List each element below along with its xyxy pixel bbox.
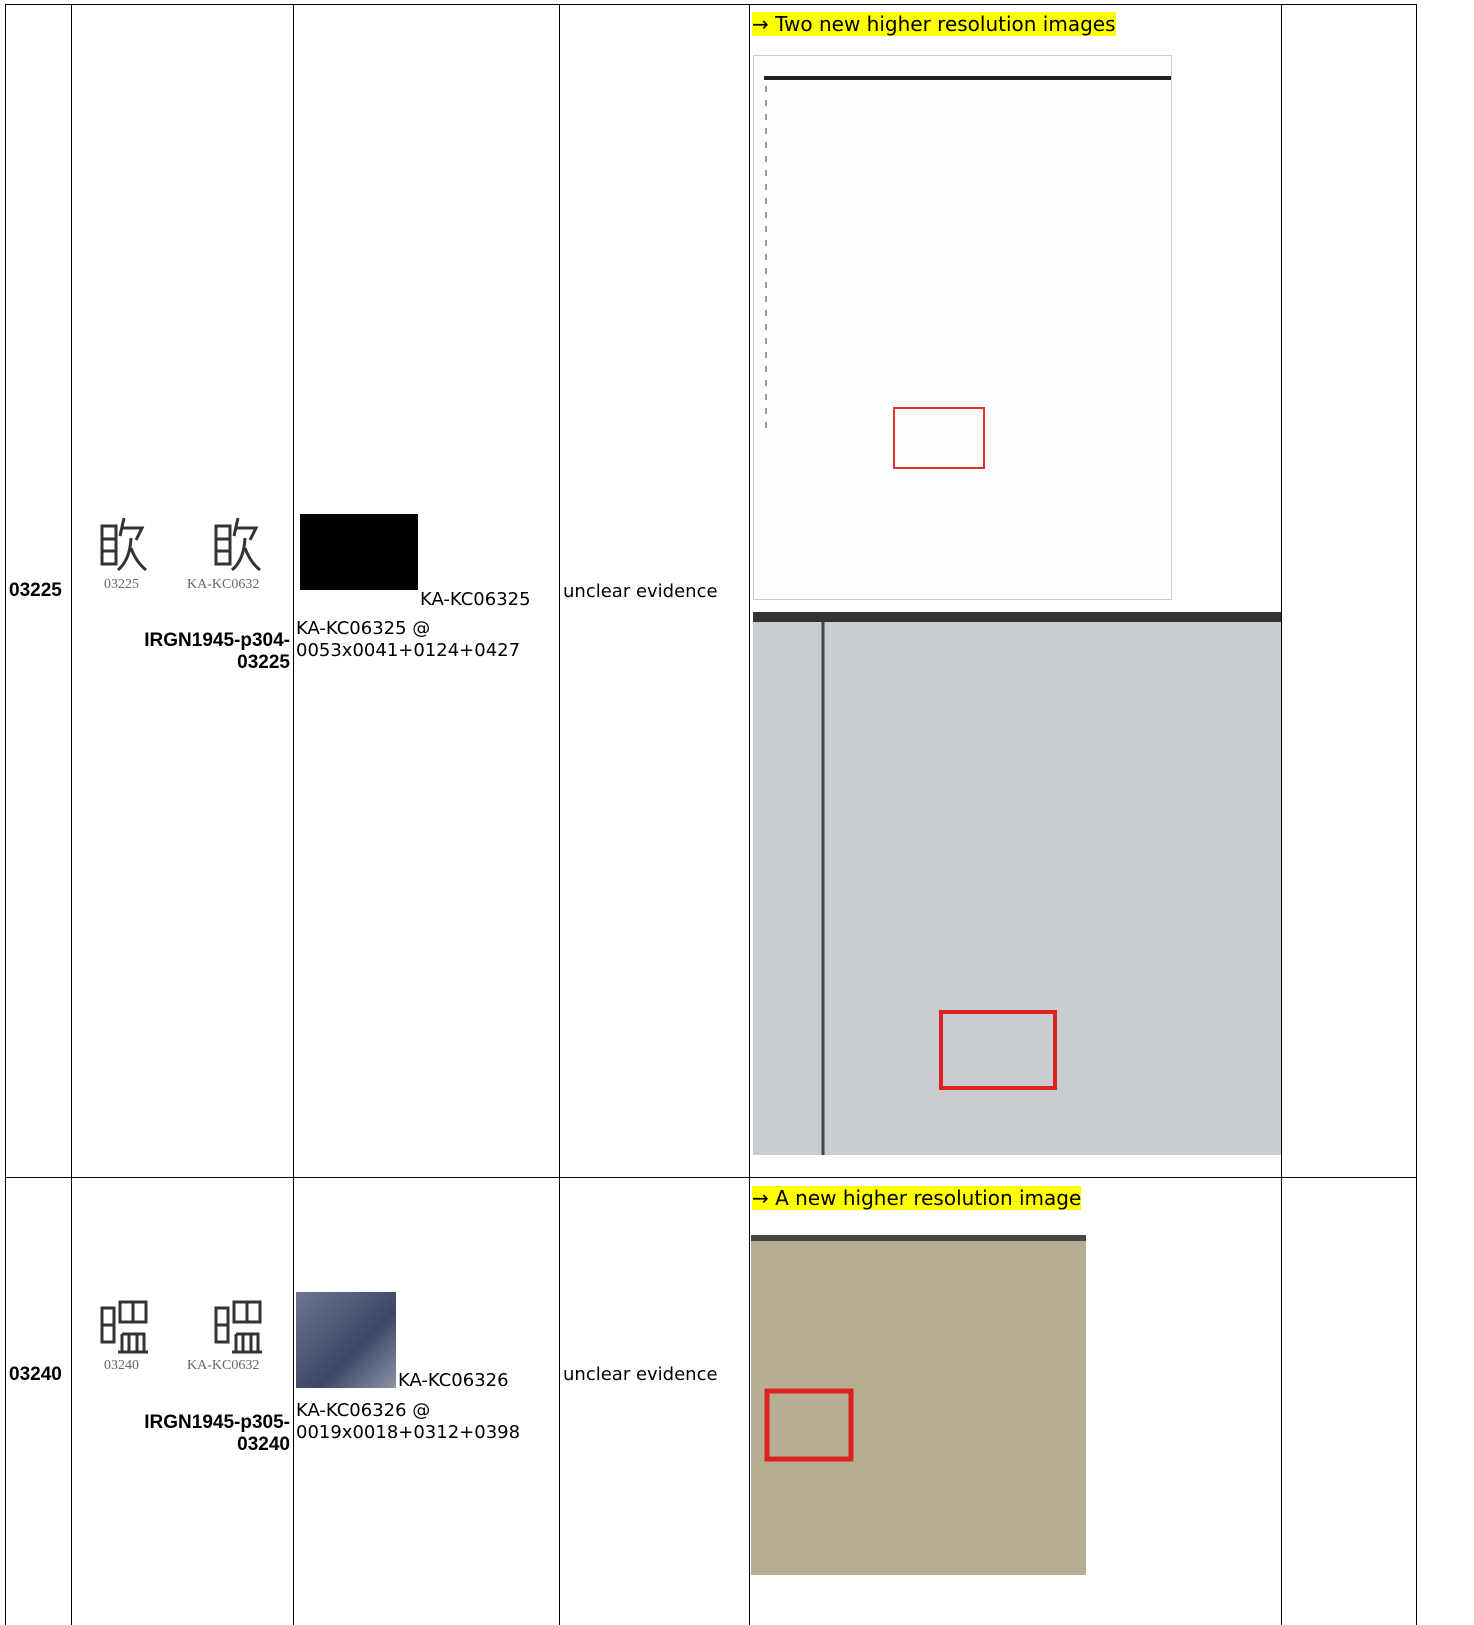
- scan-image: [751, 1235, 1086, 1575]
- source-image: [296, 1292, 396, 1388]
- col-border: [749, 4, 750, 1625]
- glyph-label: KA-KC0632: [187, 577, 260, 592]
- glyph-label: 03225: [104, 577, 139, 592]
- irg-ref: IRGN1945-p304-03225: [144, 630, 290, 673]
- col-border: [559, 4, 560, 1625]
- col-border: [71, 4, 72, 1625]
- source-image: [300, 514, 418, 590]
- row-border: [5, 1177, 1417, 1178]
- glyph-images: [100, 1300, 262, 1354]
- scan-image: [753, 55, 1172, 600]
- irg-ref: IRGN1945-p305-03240: [144, 1412, 290, 1455]
- glyph-label: 03240: [104, 1358, 139, 1373]
- source-label: KA-KC06325: [420, 589, 531, 610]
- scan-image: [753, 612, 1281, 1155]
- source-ref: KA-KC06325 @ 0053x0041+0124+0427: [296, 618, 521, 661]
- source-ref: KA-KC06326 @ 0019x0018+0312+0398: [296, 1400, 521, 1443]
- col-border: [1281, 4, 1282, 1625]
- col-border: [293, 4, 294, 1625]
- glyph-label: KA-KC0632: [187, 1358, 260, 1373]
- comment: unclear evidence: [563, 581, 718, 602]
- row-id: 03240: [9, 1364, 62, 1385]
- comment: unclear evidence: [563, 1364, 718, 1385]
- row-border: [5, 4, 1417, 5]
- col-border: [1416, 4, 1417, 1625]
- note: → Two new higher resolution images: [752, 12, 1116, 36]
- col-border: [5, 4, 6, 1625]
- source-label: KA-KC06326: [398, 1370, 509, 1391]
- row-id: 03225: [9, 580, 62, 601]
- note: → A new higher resolution image: [752, 1186, 1082, 1210]
- glyph-images: [100, 517, 261, 572]
